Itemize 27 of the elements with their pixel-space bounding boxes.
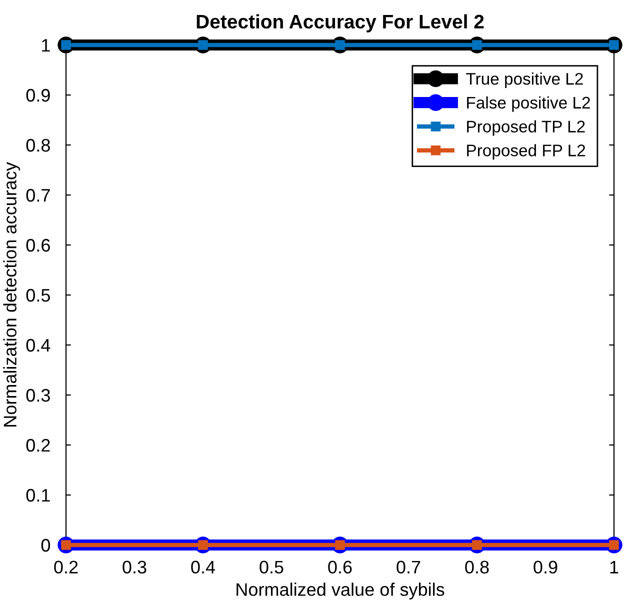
y-tick-label: 0.1 xyxy=(26,488,50,502)
y-tick-label: 0.7 xyxy=(26,188,50,202)
x-tick-label: 0.5 xyxy=(260,560,284,574)
x-tick-label: 0.8 xyxy=(465,560,489,574)
legend-label: Proposed FP L2 xyxy=(467,144,586,160)
x-tick-label: 0.2 xyxy=(54,560,78,574)
y-tick-label: 0.3 xyxy=(26,388,50,402)
x-tick-label: 0.7 xyxy=(396,560,420,574)
y-tick-label: 0.9 xyxy=(26,88,50,102)
legend-label: False positive L2 xyxy=(467,96,590,112)
x-tick-label: 1 xyxy=(610,560,618,574)
y-tick-label: 0.8 xyxy=(26,138,50,152)
y-tick-label: 1 xyxy=(42,39,50,52)
x-tick-label: 0.6 xyxy=(328,560,352,574)
x-tick-label: 0.3 xyxy=(122,560,146,574)
legend-label: True positive L2 xyxy=(466,72,583,88)
chart-title: Detection Accuracy For Level 2 xyxy=(196,14,484,32)
x-tick-label: 0.4 xyxy=(191,560,216,574)
y-tick-label: 0.2 xyxy=(26,438,50,452)
x-tick-label: 0.9 xyxy=(534,560,558,574)
x-axis-title: Normalized value of sybils xyxy=(236,582,444,600)
y-axis-title: Normalization detection accuracy xyxy=(3,162,20,426)
y-tick-label: 0 xyxy=(41,538,50,552)
legend-label: Proposed TP L2 xyxy=(467,120,585,136)
y-tick-label: 0.6 xyxy=(26,238,50,252)
y-tick-label: 0.5 xyxy=(26,288,50,302)
y-tick-label: 0.4 xyxy=(26,338,50,352)
